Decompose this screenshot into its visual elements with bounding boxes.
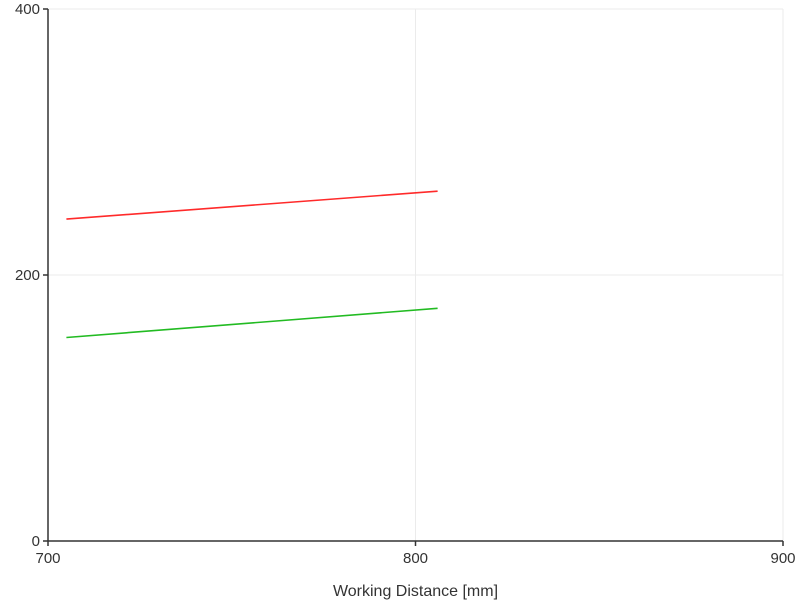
series-layer: [66, 190, 438, 339]
x-axis-label: Working Distance [mm]: [333, 583, 498, 600]
grid: [48, 8, 784, 541]
series-line-1: [66, 307, 438, 339]
y-tick-label-0: 0: [32, 533, 40, 550]
x-tick-label-0: 700: [35, 550, 60, 567]
ticks: 0 200 400 700 800 900: [15, 1, 796, 567]
x-tick-label-2: 900: [770, 550, 795, 567]
x-tick-label-1: 800: [403, 550, 428, 567]
series-line-0: [66, 190, 438, 220]
y-tick-label-2: 400: [15, 1, 40, 18]
y-tick-label-1: 200: [15, 267, 40, 284]
